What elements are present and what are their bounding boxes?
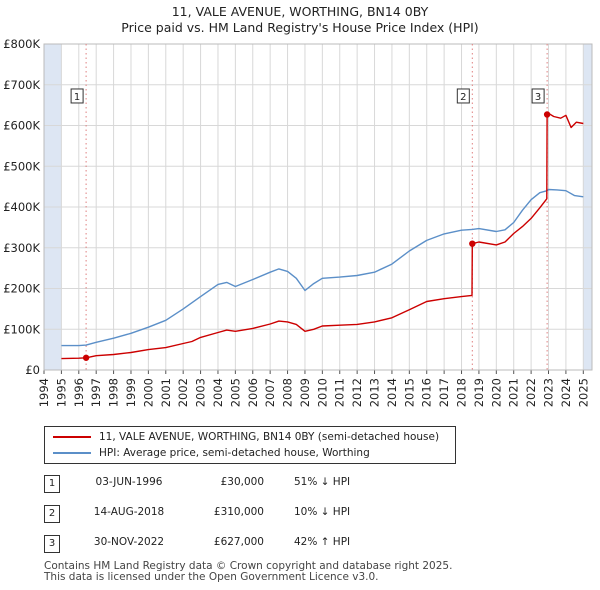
transaction-hpi-diff: 51% ↓ HPI — [294, 476, 351, 488]
y-tick-label: £0 — [25, 363, 40, 377]
x-tick-label: 2001 — [159, 378, 173, 407]
sale-point — [82, 354, 90, 361]
annotation-label: 1 — [74, 92, 80, 103]
x-tick-label: 2002 — [176, 378, 190, 407]
transaction-date: 03-JUN-1996 — [95, 476, 163, 488]
transaction-price: £627,000 — [213, 536, 264, 548]
x-tick-label: 2019 — [472, 378, 486, 407]
annotation-box — [70, 88, 84, 104]
x-tick-label: 1995 — [54, 378, 68, 407]
y-tick-label: £100K — [3, 322, 40, 336]
chart-legend: 11, VALE AVENUE, WORTHING, BN14 0BY (sem… — [44, 426, 456, 464]
y-tick-label: £200K — [3, 282, 40, 296]
x-tick-label: 2006 — [246, 378, 260, 407]
x-tick-label: 2009 — [298, 378, 312, 407]
x-tick-label: 2012 — [350, 378, 364, 407]
chart-title-line2: Price paid vs. HM Land Registry's House … — [121, 20, 479, 35]
x-tick-label: 1998 — [107, 378, 121, 407]
footer-line1: Contains HM Land Registry data © Crown c… — [44, 560, 453, 572]
x-tick-label: 2015 — [402, 378, 416, 407]
transaction-price: £310,000 — [213, 506, 264, 518]
y-tick-label: £700K — [3, 78, 40, 92]
legend-label-property: 11, VALE AVENUE, WORTHING, BN14 0BY (sem… — [99, 431, 440, 443]
x-tick-label: 2004 — [211, 378, 225, 407]
x-tick-label: 2023 — [542, 378, 556, 407]
x-tick-label: 2008 — [281, 378, 295, 407]
annotation-box — [531, 88, 545, 104]
table-row: 3 30-NOV-2022 £627,000 42% ↑ HPI — [44, 532, 564, 562]
x-tick-label: 2003 — [194, 378, 208, 407]
annotation-label: 2 — [460, 92, 466, 103]
x-tick-label: 2020 — [489, 378, 503, 407]
transactions-table: 1 03-JUN-1996 £30,000 51% ↓ HPI 2 14-AUG… — [44, 472, 564, 562]
x-tick-label: 2007 — [263, 378, 277, 407]
y-tick-label: £400K — [3, 200, 40, 214]
transaction-badge: 2 — [44, 505, 60, 523]
legend-item-property: 11, VALE AVENUE, WORTHING, BN14 0BY (sem… — [53, 429, 439, 445]
series-line-hpi — [61, 188, 584, 347]
y-tick-label: £300K — [3, 241, 40, 255]
x-tick-label: 2017 — [437, 378, 451, 407]
x-tick-label: 2010 — [315, 378, 329, 407]
transaction-hpi-diff: 42% ↑ HPI — [294, 536, 351, 548]
transaction-badge: 1 — [44, 475, 60, 493]
transaction-date: 30-NOV-2022 — [93, 536, 165, 548]
chart-title-line1: 11, VALE AVENUE, WORTHING, BN14 0BY — [171, 4, 429, 19]
legend-swatch-hpi — [53, 452, 91, 454]
x-tick-label: 1999 — [124, 378, 138, 407]
transaction-date: 14-AUG-2018 — [93, 506, 165, 518]
x-tick-label: 2013 — [368, 378, 382, 407]
x-tick-label: 2024 — [559, 378, 573, 407]
price-chart: £0 £100K £200K £300K £400K £500K £600K £700K £80… — [3, 37, 593, 407]
y-tick-label: £800K — [3, 37, 40, 51]
y-tick-label: £600K — [3, 119, 40, 133]
transaction-price: £30,000 — [220, 476, 264, 488]
x-tick-label: 2005 — [228, 378, 242, 407]
sale-point — [543, 111, 551, 118]
annotation-box — [456, 88, 470, 104]
plot-border — [43, 43, 593, 371]
sale-point — [469, 240, 476, 247]
table-row: 1 03-JUN-1996 £30,000 51% ↓ HPI — [44, 472, 564, 502]
x-tick-label: 1994 — [37, 378, 51, 407]
table-row: 2 14-AUG-2018 £310,000 10% ↓ HPI — [44, 502, 564, 532]
x-tick-label: 1996 — [72, 378, 86, 407]
footer-line2: This data is licensed under the Open Gov… — [44, 571, 379, 583]
series-line-property — [61, 112, 584, 360]
legend-label-hpi: HPI: Average price, semi-detached house,… — [99, 447, 370, 459]
transaction-badge: 3 — [44, 535, 60, 553]
annotation-label: 3 — [535, 92, 541, 103]
x-tick-label: 2000 — [141, 378, 155, 407]
x-tick-label: 2021 — [507, 378, 521, 407]
x-tick-label: 2022 — [524, 378, 538, 407]
transaction-hpi-diff: 10% ↓ HPI — [294, 506, 351, 518]
x-tick-label: 2016 — [420, 378, 434, 407]
x-tick-label: 1997 — [89, 378, 103, 407]
x-tick-label: 2018 — [455, 378, 469, 407]
x-tick-label: 2014 — [385, 378, 399, 407]
footer-attribution: Contains HM Land Registry data © Crown c… — [44, 561, 452, 583]
x-tick-label: 2025 — [576, 378, 590, 407]
legend-swatch-property — [53, 436, 91, 438]
y-tick-label: £500K — [3, 159, 40, 173]
legend-item-hpi: HPI: Average price, semi-detached house,… — [53, 445, 370, 461]
x-tick-label: 2011 — [333, 378, 347, 407]
